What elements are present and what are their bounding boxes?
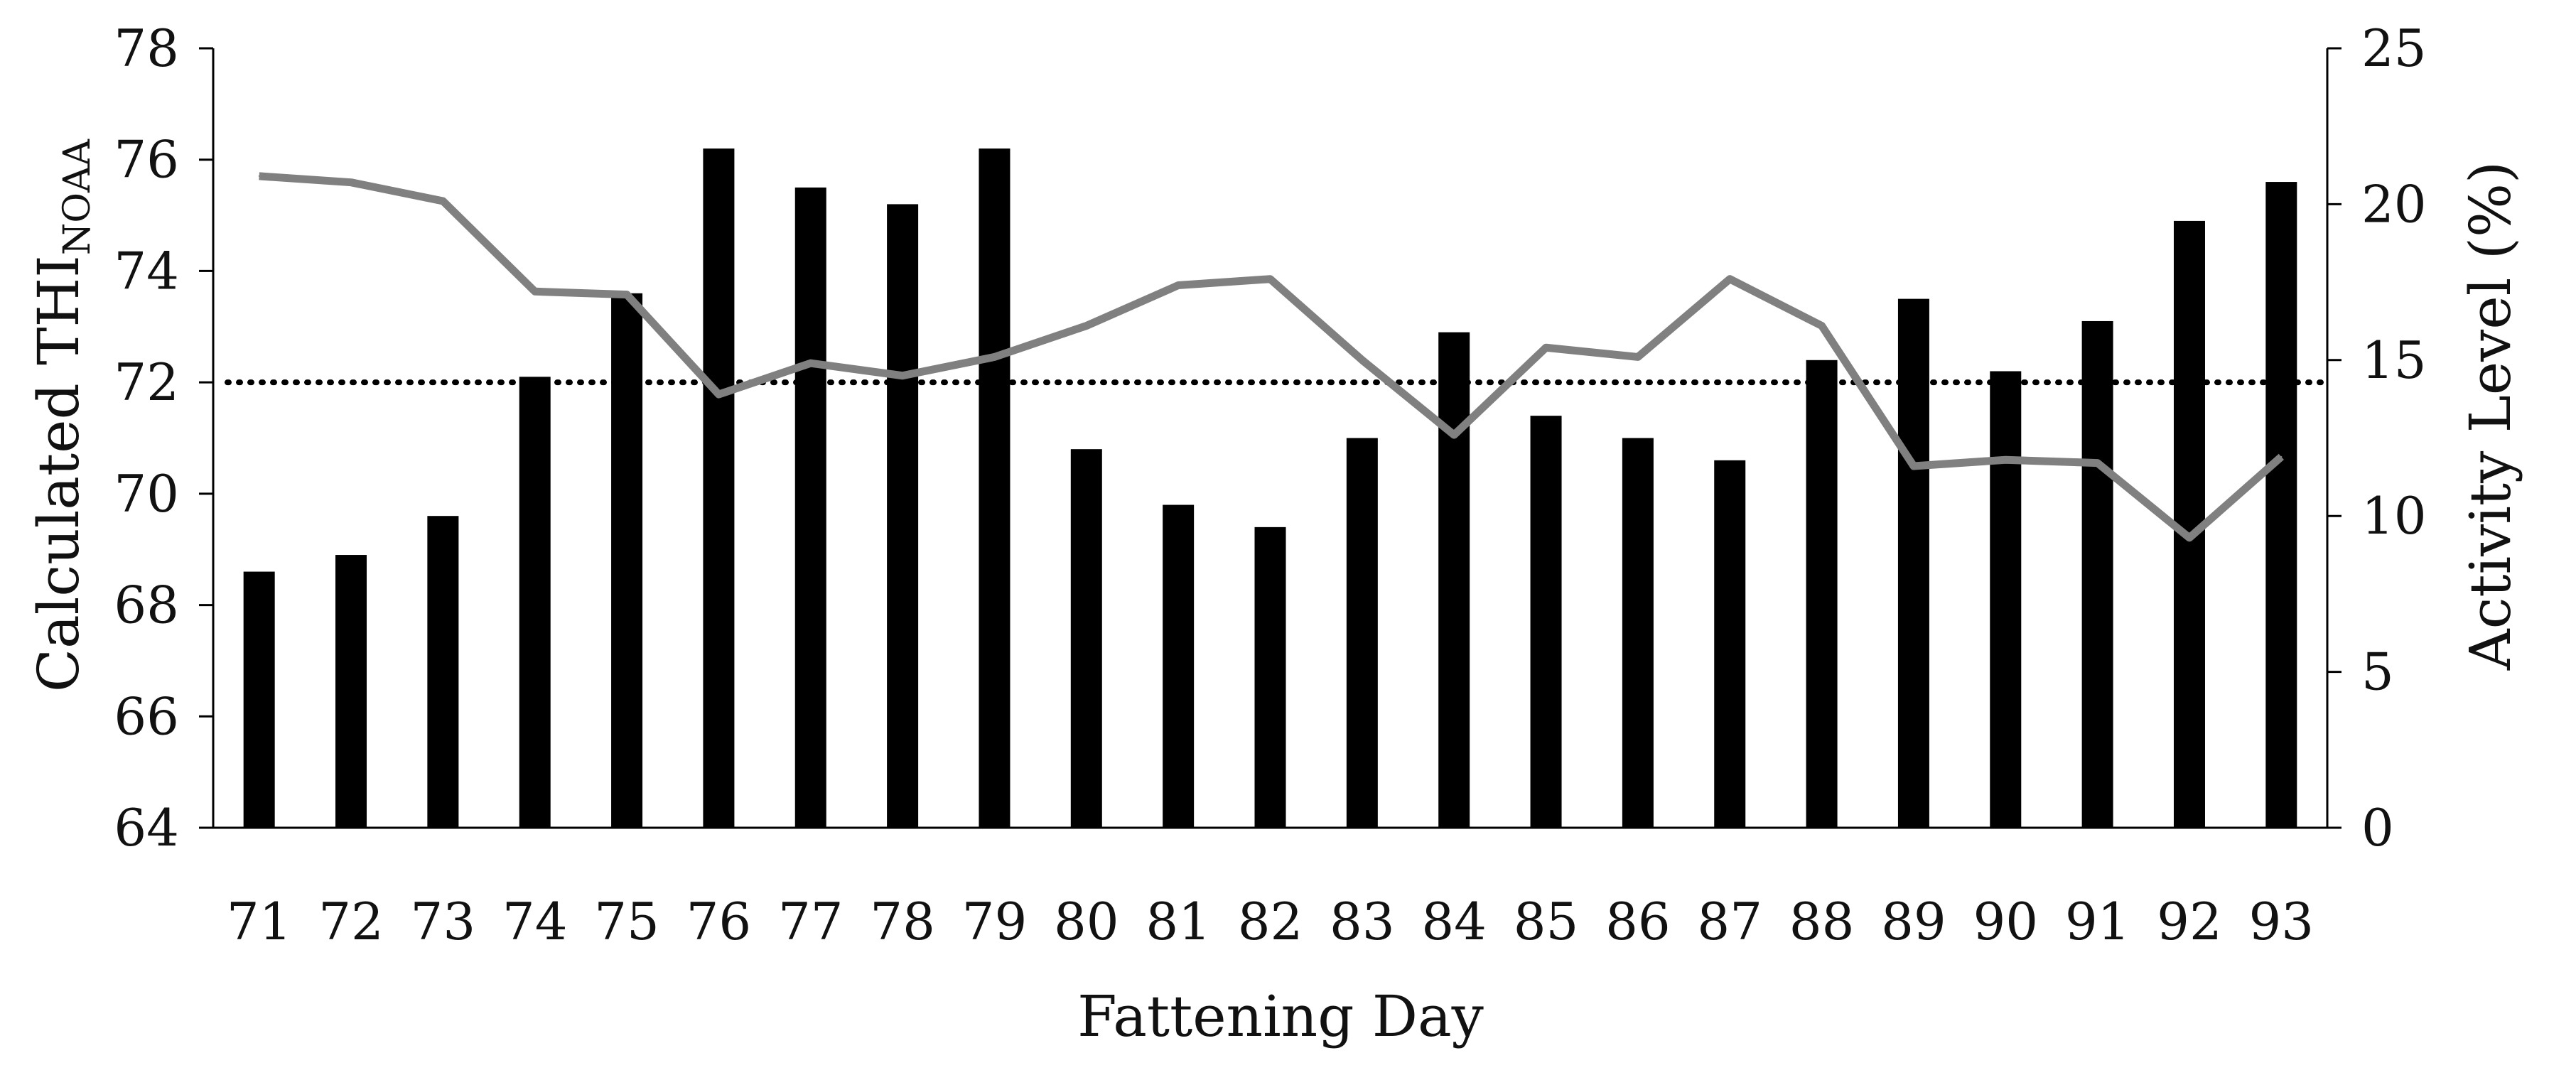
thi-bar xyxy=(243,571,275,828)
thi-bar xyxy=(703,148,735,828)
activity-point xyxy=(2096,462,2098,464)
activity-point xyxy=(809,362,812,364)
right-tick-label: 5 xyxy=(2361,642,2394,702)
x-tick-label: 82 xyxy=(1238,892,1303,951)
thi-bar xyxy=(1714,460,1746,828)
x-tick-label: 76 xyxy=(686,892,752,951)
x-tick-label: 84 xyxy=(1421,892,1487,951)
thi-bar xyxy=(2265,182,2297,828)
activity-point xyxy=(1821,325,1823,327)
thi-bar xyxy=(1163,504,1195,828)
x-tick-label: 78 xyxy=(870,892,935,951)
x-tick-label: 74 xyxy=(502,892,568,951)
thi-bar xyxy=(1254,526,1286,828)
x-tick-label: 83 xyxy=(1330,892,1395,951)
right-axis-ticks: 0 5 10 15 20 25 xyxy=(2327,18,2427,858)
thi-bar xyxy=(1346,438,1378,828)
thi-bar xyxy=(979,148,1011,828)
activity-point xyxy=(350,181,352,183)
left-tick-label: 68 xyxy=(114,576,179,635)
thi-bar xyxy=(887,204,919,828)
thi-bar xyxy=(1622,438,1654,828)
x-tick-label: 89 xyxy=(1881,892,1946,951)
right-tick-label: 10 xyxy=(2361,486,2427,546)
left-tick-label: 70 xyxy=(114,464,179,524)
activity-line-series xyxy=(258,172,2284,542)
activity-point xyxy=(1269,278,1271,280)
left-tick-label: 64 xyxy=(114,798,179,858)
thi-bar xyxy=(519,377,551,828)
x-tick-label: 77 xyxy=(778,892,844,951)
activity-line xyxy=(259,172,2284,542)
activity-point xyxy=(1453,434,1455,436)
activity-point xyxy=(2188,536,2190,539)
activity-point xyxy=(1085,325,1087,327)
x-axis-title: Fattening Day xyxy=(1077,983,1484,1049)
thi-bar xyxy=(611,293,643,828)
activity-point xyxy=(902,374,904,377)
left-axis-title: Calculated THINOAA xyxy=(26,138,99,692)
right-tick-label: 25 xyxy=(2361,18,2427,78)
x-tick-label: 88 xyxy=(1789,892,1855,951)
activity-point xyxy=(258,175,260,177)
x-tick-label: 85 xyxy=(1514,892,1579,951)
activity-point xyxy=(626,293,628,296)
activity-point xyxy=(718,394,720,396)
right-axis-title: Activity Level (%) xyxy=(2457,161,2523,671)
x-tick-label: 72 xyxy=(318,892,384,951)
left-tick-label: 66 xyxy=(114,686,179,746)
left-tick-label: 74 xyxy=(114,241,179,301)
x-tick-label: 91 xyxy=(2065,892,2130,951)
activity-point xyxy=(993,356,996,358)
thi-bar xyxy=(2081,320,2113,828)
activity-point xyxy=(1177,284,1180,286)
thi-bar xyxy=(1806,360,1838,828)
activity-point xyxy=(1729,278,1731,280)
x-tick-label: 73 xyxy=(411,892,476,951)
thi-bar xyxy=(335,555,367,828)
thi-bar xyxy=(1990,371,2022,828)
activity-point xyxy=(1545,347,1547,349)
right-tick-label: 15 xyxy=(2361,330,2427,390)
thi-bar xyxy=(1070,449,1102,828)
x-tick-label: 87 xyxy=(1697,892,1762,951)
x-tick-label: 71 xyxy=(227,892,292,951)
right-tick-label: 0 xyxy=(2361,798,2394,858)
thi-bar xyxy=(1438,332,1470,828)
x-tick-label: 93 xyxy=(2249,892,2314,951)
x-tick-label: 86 xyxy=(1605,892,1671,951)
activity-point xyxy=(442,200,444,202)
activity-point xyxy=(1637,356,1639,358)
x-tick-label: 90 xyxy=(1973,892,2038,951)
left-tick-label: 76 xyxy=(114,130,179,190)
left-axis-title-main: Calculated THI xyxy=(26,255,92,692)
activity-point xyxy=(2005,459,2007,461)
thi-bar xyxy=(794,187,826,828)
x-axis-ticks: 71 72 73 74 75 76 77 78 79 80 81 82 83 84 85 86 87 88 89 90… xyxy=(227,892,2314,951)
x-tick-label: 75 xyxy=(594,892,659,951)
activity-point xyxy=(2280,455,2283,458)
x-tick-label: 92 xyxy=(2157,892,2222,951)
x-tick-label: 79 xyxy=(962,892,1028,951)
left-tick-label: 72 xyxy=(114,352,179,412)
x-tick-label: 80 xyxy=(1054,892,1119,951)
right-tick-label: 20 xyxy=(2361,174,2427,234)
thi-bar xyxy=(1530,416,1562,828)
axes xyxy=(212,48,2329,829)
left-axis-ticks: 64 66 68 70 72 74 76 78 xyxy=(114,18,213,858)
activity-point xyxy=(1361,359,1363,361)
activity-point xyxy=(1912,465,1914,467)
thi-bar xyxy=(1897,298,1929,828)
thi-bar xyxy=(427,516,459,828)
x-tick-label: 81 xyxy=(1146,892,1211,951)
thi-bar-series xyxy=(243,148,2297,828)
activity-point xyxy=(534,291,536,293)
left-tick-label: 78 xyxy=(114,18,179,78)
left-axis-title-subscript: NOAA xyxy=(56,138,99,255)
